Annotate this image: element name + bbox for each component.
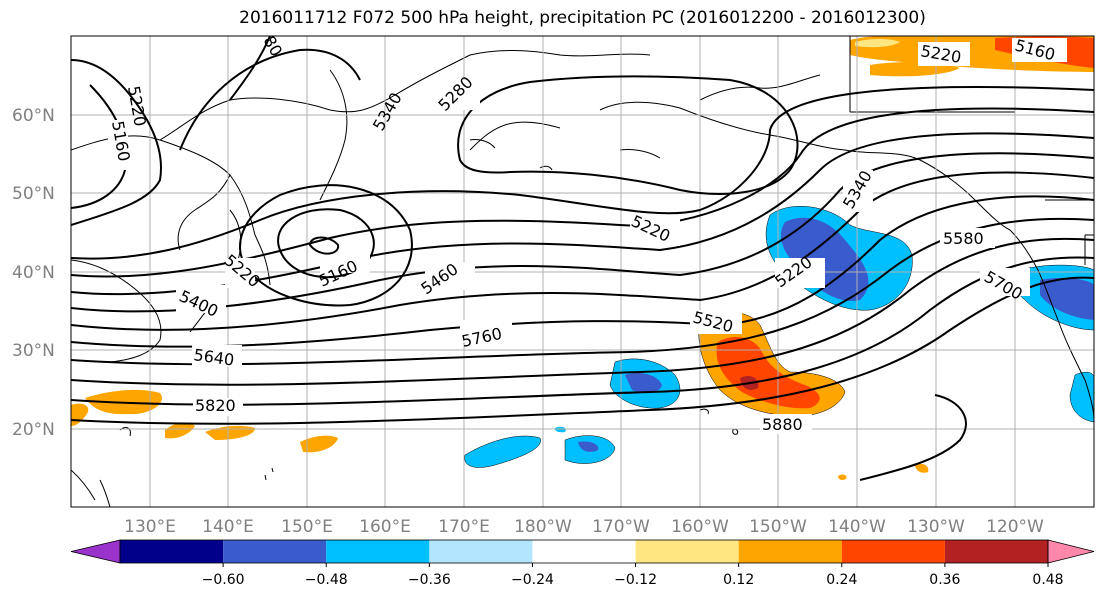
precip-shading [71, 36, 1094, 480]
colorbar-segment [223, 540, 327, 563]
colorbar-segment [635, 540, 739, 563]
lat-label-40n: 40°N [12, 263, 55, 283]
lon-label: 140°E [202, 517, 254, 537]
colorbar-segment [841, 540, 945, 563]
colorbar-tick-label: −0.12 [614, 572, 657, 588]
colorbar-segment [120, 540, 224, 563]
latitude-labels: 60°N 50°N 40°N 30°N 20°N [12, 106, 55, 440]
colorbar-segments [70, 539, 1095, 564]
colorbar-ticks: −0.60 −0.48 −0.36 −0.24 −0.12 0.12 0.24 0.36 0.4… [202, 563, 1064, 588]
colorbar-extend-max [1047, 539, 1095, 564]
lat-label-50n: 50°N [12, 184, 55, 204]
lon-label: 130°W [907, 517, 965, 537]
graticule [71, 36, 1094, 507]
lon-label: 170°E [438, 517, 490, 537]
colorbar-tick-label: −0.48 [305, 572, 348, 588]
colorbar-tick-label: −0.60 [202, 572, 245, 588]
contour-label: 5880 [762, 415, 803, 434]
colorbar-tick-label: −0.24 [511, 572, 554, 588]
colorbar-segment [326, 540, 430, 563]
lon-label: 130°E [124, 517, 176, 537]
colorbar-segment [738, 540, 842, 563]
lon-label: 180°W [514, 517, 572, 537]
map-title: 2016011712 F072 500 hPa height, precipit… [239, 8, 926, 28]
lon-label: 160°W [671, 517, 729, 537]
contour-label: 5580 [943, 229, 984, 248]
colorbar: −0.60 −0.48 −0.36 −0.24 −0.12 0.12 0.24 0.36 0.4… [70, 539, 1095, 588]
colorbar-extend-min [70, 539, 121, 564]
colorbar-tick-label: 0.36 [929, 572, 960, 588]
colorbar-segment [944, 540, 1048, 563]
lat-label-60n: 60°N [12, 106, 55, 126]
colorbar-tick-label: 0.12 [723, 572, 754, 588]
lon-label: 150°W [749, 517, 807, 537]
colorbar-segment [429, 540, 533, 563]
lon-label: 120°W [986, 517, 1044, 537]
colorbar-tick-label: 0.24 [826, 572, 857, 588]
colorbar-frame [119, 539, 1049, 564]
lat-label-30n: 30°N [12, 341, 55, 361]
lon-label: 160°E [359, 517, 411, 537]
lon-label: 140°W [828, 517, 886, 537]
lon-label: 170°W [592, 517, 650, 537]
longitude-labels: 130°E 140°E 150°E 160°E 170°E 180°W 170°… [124, 517, 1044, 537]
plot-frame [70, 35, 1095, 508]
colorbar-segment [532, 540, 636, 563]
lon-label: 150°E [281, 517, 333, 537]
lat-label-20n: 20°N [12, 420, 55, 440]
contour-label: 5820 [195, 396, 236, 415]
colorbar-tick-label: −0.36 [408, 572, 451, 588]
colorbar-tick-label: 0.48 [1032, 572, 1063, 588]
